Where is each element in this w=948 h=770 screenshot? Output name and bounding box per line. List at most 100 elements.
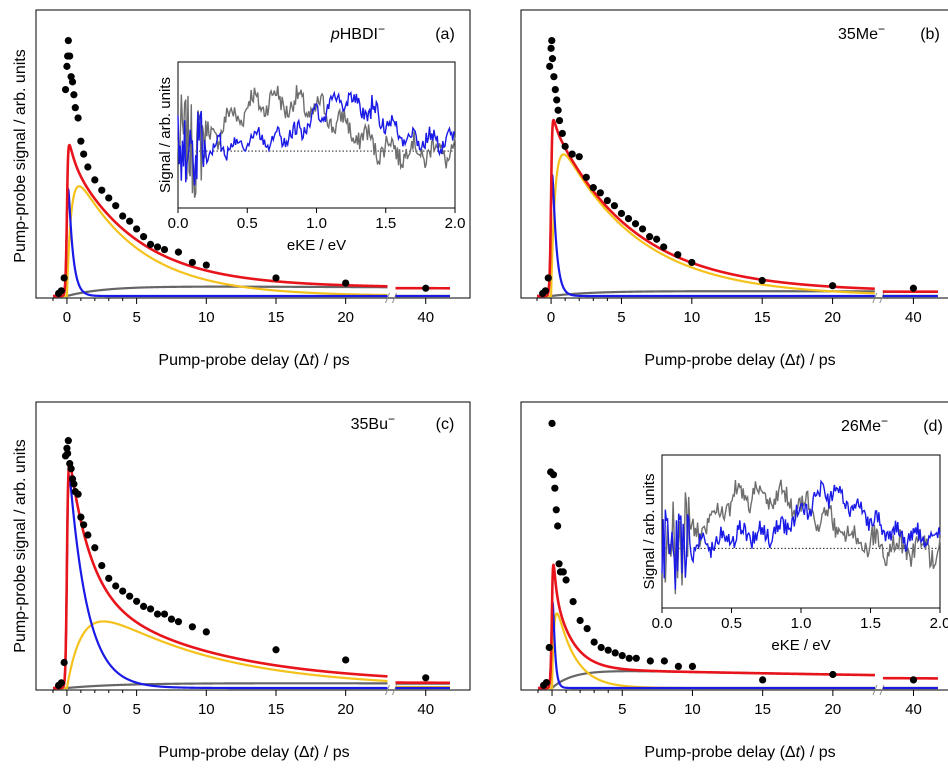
panel-d-panel-label: (d)	[923, 418, 943, 435]
panel-a-data-point	[74, 114, 82, 122]
panel-c-x-tick-label: 40	[417, 701, 434, 718]
panel-d-x-tick-label: 0	[548, 701, 556, 718]
panel-d-data-point	[562, 576, 570, 584]
panel-c-x-tick-label: 15	[268, 701, 285, 718]
panel-b-x-label: Pump-probe delay (Δt) / ps	[644, 352, 835, 369]
panel-a-data-point	[66, 52, 74, 60]
panel-a-data-point	[71, 104, 79, 112]
panel-a-data-point	[60, 274, 68, 282]
panel-d-data-point	[548, 419, 556, 427]
panel-c-data-point	[146, 605, 155, 613]
panel-b-data-point	[617, 209, 626, 218]
panel-d-x-tick-label: 40	[905, 701, 922, 718]
panel-b-data-point	[546, 62, 554, 70]
panel-d-data-point	[759, 676, 767, 684]
panel-a-data-point	[84, 163, 92, 171]
panel-c-data-point	[105, 574, 113, 582]
panel-d-data-point	[604, 646, 612, 654]
panel-c-data-point	[84, 531, 92, 539]
panel-d-inset-x-tick-label: 1.0	[791, 615, 812, 632]
panel-c-data-point	[160, 610, 169, 618]
panel-c-data-point	[70, 480, 78, 488]
panel-b-data-point	[653, 235, 661, 243]
panel-d-fast-component-line	[537, 601, 876, 690]
panel-b-data-point	[548, 55, 557, 63]
panel-a-inset-y-label: Signal / arb. units	[157, 77, 174, 193]
panel-d-data-point	[549, 471, 558, 479]
panel-b-x-tick-label: 40	[905, 309, 922, 326]
panel-d-data-point	[545, 643, 553, 652]
panel-d-data-point	[576, 616, 584, 625]
panel-c-data-point	[167, 615, 176, 623]
panel-a-data-point	[160, 245, 169, 254]
panel-c-intermediate-component-line	[52, 620, 389, 690]
panel-a-inset-early-spectrum	[177, 90, 456, 186]
panel-c-data-point	[67, 465, 75, 473]
panel-b-data-point	[596, 189, 604, 197]
panel-b-data-point	[568, 150, 576, 158]
panel-d-inset-x-label: eKE / eV	[771, 637, 830, 654]
panel-a-x-tick-label: 0	[63, 309, 71, 326]
panel-d-axis-break	[879, 684, 885, 696]
panel-a-data-point	[126, 217, 134, 225]
panel-a-data-point	[98, 186, 106, 194]
panel-d-data-point	[632, 654, 640, 662]
panel-c-data-point	[98, 562, 106, 570]
panel-a-panel-label: (a)	[435, 26, 455, 43]
panel-c-data-point	[272, 646, 280, 654]
panel-c-panel-label: (c)	[436, 416, 455, 433]
panel-c-data-point	[139, 602, 148, 611]
panel-a-data-point	[174, 248, 183, 256]
panel-b-intermediate-component-line	[536, 153, 876, 298]
panel-c-data-point	[126, 592, 134, 600]
panel-a-inset-x-tick-label: 1.0	[306, 215, 327, 232]
panel-a-axis-break	[392, 292, 397, 304]
panel-d-data-point	[625, 654, 633, 662]
panel-a-data-point	[272, 274, 280, 282]
panel-a-x-tick-label: 10	[198, 309, 215, 326]
panel-c-axis-break	[385, 684, 390, 696]
panel-a-x-tick-label: 15	[268, 309, 285, 326]
panel-c-x-tick-label: 5	[132, 701, 140, 718]
panel-a-species-label: pHBDI−	[330, 22, 385, 43]
panel-a-total-fit-line	[51, 143, 389, 298]
panel-c-x-label: Pump-probe delay (Δt) / ps	[158, 744, 349, 761]
panel-c: Pump-probe signal / arb. units Pump-prob…	[12, 401, 471, 761]
panel-a-data-point	[77, 137, 85, 145]
panel-b-data-point	[758, 276, 766, 285]
panel-d-data-point	[590, 638, 598, 646]
panel-d-data-point	[646, 657, 654, 665]
panel-c-data-point	[64, 437, 72, 445]
panel-b-data-point	[553, 96, 561, 104]
panel-c-data-point	[342, 656, 350, 664]
panel-d-inset-x-tick-label: 2.0	[930, 615, 948, 632]
panel-c-species-label: 35Bu−	[351, 412, 395, 433]
panel-c-data-point	[91, 544, 99, 552]
panel-d-inset-x-tick-label: 0.5	[721, 615, 742, 632]
panel-d-data-point	[674, 662, 683, 671]
panel-d-inset-x-tick-label: 1.5	[860, 615, 881, 632]
panel-d-data-point	[618, 652, 626, 660]
panel-a-data-point	[422, 284, 430, 292]
panel-b: Pump-probe delay (Δt) / ps 35Me− (b) 0 5 1…	[520, 9, 948, 369]
panel-a-x-tick-label: 5	[132, 309, 140, 326]
panel-b-data-point	[624, 215, 633, 223]
panel-b-data-point	[610, 202, 619, 210]
panel-d-data-point	[583, 625, 591, 633]
panel-b-axis-break	[872, 292, 878, 304]
panel-b-data-point	[660, 243, 668, 251]
panel-d-x-tick-label: 10	[684, 701, 701, 718]
panel-a-data-point	[80, 150, 88, 158]
panel-b-data-point	[558, 129, 566, 138]
panel-b-frame	[520, 9, 948, 299]
panel-a-data-point	[91, 176, 99, 184]
panel-d-data-point	[555, 560, 563, 568]
panel-b-data-point	[550, 73, 558, 81]
panel-d-x-tick-label: 5	[618, 701, 626, 718]
panel-a-x-label: Pump-probe delay (Δt) / ps	[158, 352, 349, 369]
panel-a-data-point	[70, 91, 78, 99]
panel-b-data-point	[544, 274, 552, 282]
panel-b-x-tick-label: 20	[824, 309, 841, 326]
panel-a-inset-x-tick-label: 2.0	[445, 215, 466, 232]
panel-c-data-point	[153, 610, 162, 618]
